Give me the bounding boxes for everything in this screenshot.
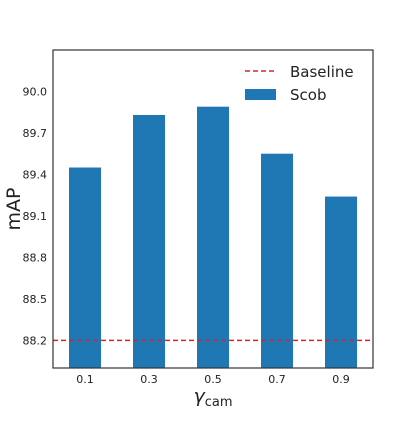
y-tick-label: 88.5 [23, 293, 48, 306]
x-tick-label: 0.1 [76, 373, 94, 386]
y-tick-label: 90.0 [23, 85, 48, 98]
y-tick-label: 89.7 [23, 127, 48, 140]
bar-0.3 [133, 114, 165, 368]
y-tick-label: 89.1 [23, 210, 48, 223]
legend-baseline-label: Baseline [290, 63, 354, 81]
legend-scob-swatch [245, 89, 276, 100]
bar-0.5 [197, 106, 229, 369]
x-tick-label: 0.5 [204, 373, 222, 386]
x-tick-label: 0.7 [268, 373, 286, 386]
bars-layer [69, 106, 357, 369]
bar-0.9 [325, 196, 357, 368]
bar-0.7 [261, 153, 293, 368]
x-axis-label-subscript: cam [205, 395, 233, 410]
plot-frame [52, 49, 374, 369]
legend-scob-label: Scob [290, 86, 326, 104]
x-axis-label-symbol: γ [193, 385, 206, 407]
legend: Baseline Scob [245, 63, 354, 104]
bar-0.1 [69, 167, 101, 368]
y-tick-label: 88.2 [23, 334, 48, 347]
x-ticks-layer: 0.1 0.3 0.5 0.7 0.9 [76, 373, 350, 386]
x-tick-label: 0.3 [140, 373, 158, 386]
y-tick-label: 88.8 [23, 251, 48, 264]
x-axis-label: γcam [193, 385, 232, 410]
y-axis-label: mAP [3, 188, 25, 231]
x-tick-label: 0.9 [332, 373, 350, 386]
y-tick-label: 89.4 [23, 168, 48, 181]
y-ticks-layer: 88.2 88.5 88.8 89.1 89.4 89.7 90.0 [23, 85, 48, 347]
